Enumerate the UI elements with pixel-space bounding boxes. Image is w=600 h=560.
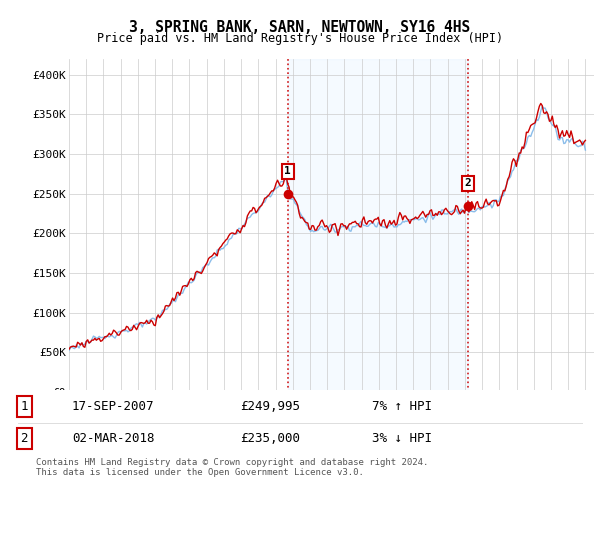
Text: £249,995: £249,995: [240, 400, 300, 413]
Text: HPI: Average price, detached house, Powys: HPI: Average price, detached house, Powy…: [95, 433, 371, 444]
Text: 3, SPRING BANK, SARN, NEWTOWN, SY16 4HS (detached house): 3, SPRING BANK, SARN, NEWTOWN, SY16 4HS …: [95, 412, 473, 422]
Text: 2: 2: [464, 178, 471, 188]
Text: 17-SEP-2007: 17-SEP-2007: [72, 400, 155, 413]
Text: £235,000: £235,000: [240, 432, 300, 445]
Text: 1: 1: [20, 400, 28, 413]
Text: 3% ↓ HPI: 3% ↓ HPI: [372, 432, 432, 445]
Bar: [288, 59, 468, 392]
Text: 3, SPRING BANK, SARN, NEWTOWN, SY16 4HS: 3, SPRING BANK, SARN, NEWTOWN, SY16 4HS: [130, 20, 470, 35]
Text: 7% ↑ HPI: 7% ↑ HPI: [372, 400, 432, 413]
Text: 1: 1: [284, 166, 291, 176]
Text: Contains HM Land Registry data © Crown copyright and database right 2024.
This d: Contains HM Land Registry data © Crown c…: [36, 458, 428, 477]
Text: 2: 2: [20, 432, 28, 445]
Text: Price paid vs. HM Land Registry's House Price Index (HPI): Price paid vs. HM Land Registry's House …: [97, 32, 503, 45]
Text: 02-MAR-2018: 02-MAR-2018: [72, 432, 155, 445]
